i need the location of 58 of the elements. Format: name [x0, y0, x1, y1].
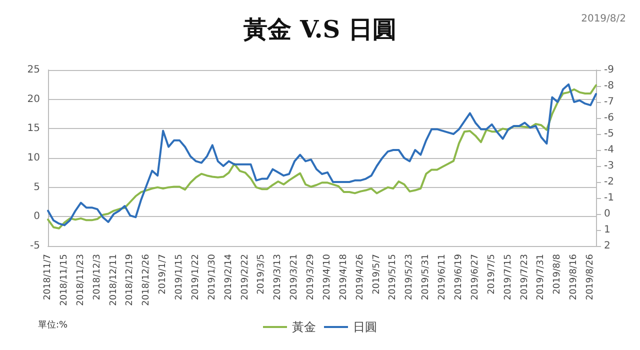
x-tick-label: 2019/3/21 — [290, 254, 300, 300]
y2-tick-label: -7 — [604, 96, 614, 108]
y2-tick-label: 0 — [604, 208, 610, 220]
x-tick-label: 2019/6/27 — [470, 254, 480, 300]
y2-tick-label: 1 — [604, 224, 610, 236]
y-tick-label: 10 — [27, 152, 40, 164]
x-tick-label: 2019/3/29 — [306, 254, 316, 300]
x-tick-label: 2019/1/22 — [190, 254, 201, 300]
x-tick-label: 2018/12/3 — [92, 254, 102, 300]
x-tick-label: 2019/4/26 — [355, 254, 366, 300]
y2-tick-label: -2 — [604, 176, 614, 188]
x-tick-label: 2019/6/11 — [438, 254, 448, 300]
text: 單位:% — [38, 320, 68, 330]
x-tick-label: 2019/3/13 — [273, 254, 284, 300]
x-tick-label: 2019/1/30 — [207, 254, 218, 300]
x-tick-label: 2019/8/8 — [552, 254, 563, 294]
legend-label: 日圓 — [353, 320, 377, 334]
x-tick-label: 2019/7/23 — [520, 254, 530, 300]
text: 2019/8/2 — [581, 14, 626, 24]
x-tick-label: 2018/12/26 — [142, 254, 152, 306]
x-tick-label: 2018/11/23 — [76, 254, 86, 306]
y2-tick-label: -3 — [604, 160, 614, 172]
y2-tick-label: -9 — [604, 64, 614, 76]
x-tick-label: 2019/5/31 — [421, 254, 432, 300]
y-tick-label: 25 — [27, 64, 40, 76]
x-tick-label: 2019/1/7 — [158, 254, 168, 294]
y-tick-label: 20 — [27, 94, 40, 105]
x-tick-label: 2019/2/14 — [224, 254, 234, 300]
y2-tick-label: -1 — [604, 192, 614, 204]
x-tick-label: 2019/1/15 — [174, 254, 185, 300]
x-tick-label: 2018/11/7 — [43, 254, 53, 300]
x-tick-label: 2019/4/18 — [338, 254, 349, 300]
legend-label: 黃金 — [292, 320, 316, 334]
x-tick-label: 2018/11/15 — [59, 254, 70, 306]
y-tick-label: 0 — [34, 211, 40, 222]
y2-tick-label: -6 — [604, 112, 614, 124]
x-tick-label: 2019/5/7 — [372, 254, 382, 294]
x-tick-label: 2019/7/5 — [486, 254, 497, 294]
y-tick-label: 15 — [27, 123, 40, 134]
chart-title: 黃金 V.S 日圓 — [242, 14, 396, 44]
y2-tick-label: -5 — [604, 128, 614, 140]
y2-tick-label: -4 — [604, 144, 614, 156]
x-tick-label: 2018/12/19 — [125, 254, 136, 306]
y2-tick-label: 2 — [604, 240, 610, 252]
x-tick-label: 2018/12/11 — [108, 254, 119, 306]
x-tick-label: 2019/6/19 — [454, 254, 464, 300]
x-tick-label: 2019/2/22 — [240, 254, 250, 300]
x-tick-label: 2019/3/5 — [256, 254, 267, 294]
x-tick-label: 2019/7/31 — [536, 254, 546, 300]
x-tick-label: 2019/8/16 — [569, 254, 580, 300]
x-tick-label: 2019/8/26 — [586, 254, 596, 300]
x-tick-label: 2019/4/10 — [322, 254, 332, 300]
y-tick-label: -5 — [30, 240, 40, 252]
y-tick-label: 5 — [34, 182, 40, 193]
x-tick-label: 2019/7/15 — [503, 254, 514, 300]
x-tick-label: 2019/5/23 — [404, 254, 415, 300]
x-tick-label: 2019/5/15 — [388, 254, 398, 300]
y2-tick-label: -8 — [604, 80, 614, 92]
